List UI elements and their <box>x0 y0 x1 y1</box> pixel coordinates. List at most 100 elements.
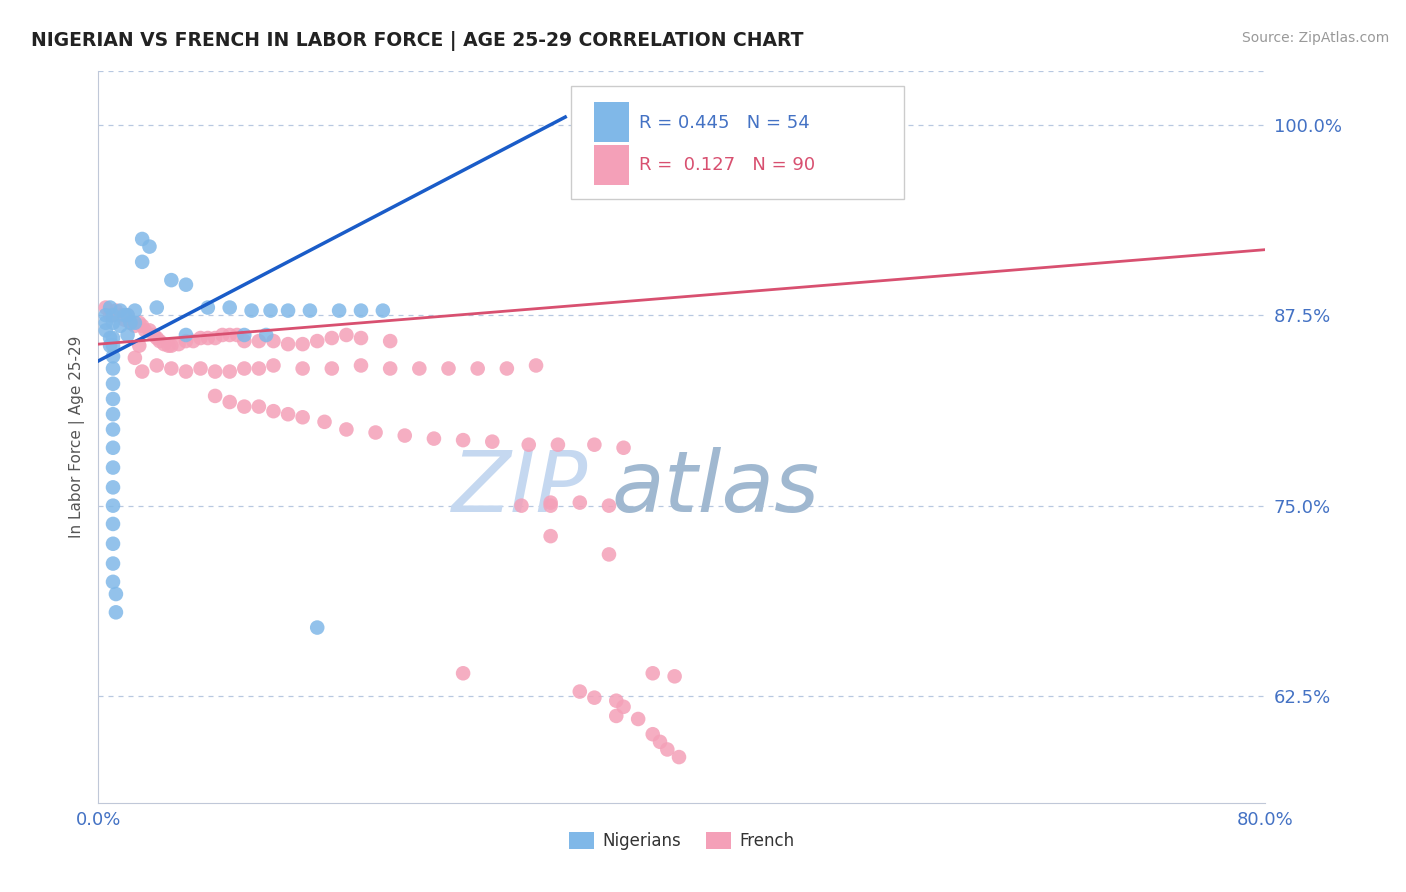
Point <box>627 712 650 726</box>
Point <box>307 621 329 635</box>
Point <box>204 331 226 345</box>
Point <box>101 361 124 376</box>
Point <box>101 407 124 421</box>
Point <box>335 422 357 436</box>
Point <box>134 323 156 337</box>
Point <box>547 438 569 452</box>
Point <box>101 308 124 322</box>
Point <box>190 361 212 376</box>
Point <box>101 460 124 475</box>
Point <box>174 277 197 292</box>
Point <box>138 239 160 253</box>
Point <box>204 365 226 379</box>
Text: R =  0.127   N = 90: R = 0.127 N = 90 <box>638 156 815 174</box>
Point <box>157 338 180 352</box>
Point <box>101 480 124 494</box>
Point <box>101 331 124 345</box>
Point <box>277 303 299 318</box>
Point <box>481 434 503 449</box>
Point <box>259 303 281 318</box>
Point <box>350 303 373 318</box>
Point <box>120 316 142 330</box>
Point <box>197 331 219 345</box>
Point <box>174 328 197 343</box>
Point <box>350 331 373 345</box>
Point <box>101 308 124 322</box>
Point <box>146 331 169 345</box>
Point <box>233 334 256 348</box>
Point <box>437 361 460 376</box>
Point <box>641 727 664 741</box>
Point <box>101 537 124 551</box>
Point <box>247 400 270 414</box>
Point <box>146 301 169 315</box>
Point <box>394 428 416 442</box>
Point <box>298 303 321 318</box>
Point <box>233 328 256 343</box>
Point <box>605 694 627 708</box>
Point <box>101 338 124 352</box>
Point <box>240 303 263 318</box>
Point <box>98 338 121 352</box>
Point <box>496 361 519 376</box>
Point <box>124 316 146 330</box>
Point <box>364 425 387 440</box>
Point <box>408 361 430 376</box>
Point <box>540 495 562 509</box>
Point <box>314 415 336 429</box>
Point <box>211 328 233 343</box>
Point <box>174 334 197 348</box>
Point <box>568 684 591 698</box>
Point <box>101 349 124 363</box>
Point <box>277 337 299 351</box>
Point <box>114 312 136 326</box>
Point <box>451 433 474 447</box>
Point <box>101 516 124 531</box>
Point <box>94 301 117 315</box>
Point <box>94 316 117 330</box>
Point <box>101 422 124 436</box>
Point <box>167 337 190 351</box>
Point <box>204 389 226 403</box>
Point <box>104 303 127 318</box>
Point <box>98 308 121 322</box>
Point <box>124 318 146 333</box>
Point <box>291 410 314 425</box>
Point <box>568 495 591 509</box>
Point <box>247 361 270 376</box>
Point <box>467 361 489 376</box>
Point <box>648 735 671 749</box>
Point <box>612 699 634 714</box>
Point <box>540 499 562 513</box>
Point <box>101 557 124 571</box>
Point <box>131 232 153 246</box>
Point <box>101 574 124 589</box>
Point <box>218 301 240 315</box>
Point <box>104 605 127 619</box>
Point <box>657 742 679 756</box>
Point <box>262 359 284 373</box>
Point <box>114 308 136 322</box>
Point <box>117 328 139 343</box>
Point <box>138 323 160 337</box>
Point <box>328 303 350 318</box>
Point <box>423 432 446 446</box>
Point <box>101 316 124 330</box>
Point <box>380 334 402 348</box>
Point <box>262 404 284 418</box>
Point <box>98 331 121 345</box>
Point <box>598 499 620 513</box>
FancyBboxPatch shape <box>595 145 630 185</box>
Point <box>262 334 284 348</box>
Text: Source: ZipAtlas.com: Source: ZipAtlas.com <box>1241 31 1389 45</box>
Point <box>510 499 533 513</box>
Point <box>110 308 132 322</box>
Point <box>218 328 240 343</box>
Point <box>583 438 606 452</box>
Point <box>117 308 139 322</box>
Text: NIGERIAN VS FRENCH IN LABOR FORCE | AGE 25-29 CORRELATION CHART: NIGERIAN VS FRENCH IN LABOR FORCE | AGE … <box>31 31 803 51</box>
Text: R = 0.445   N = 54: R = 0.445 N = 54 <box>638 113 810 131</box>
Point <box>233 400 256 414</box>
Point <box>149 334 172 348</box>
Point <box>131 255 153 269</box>
